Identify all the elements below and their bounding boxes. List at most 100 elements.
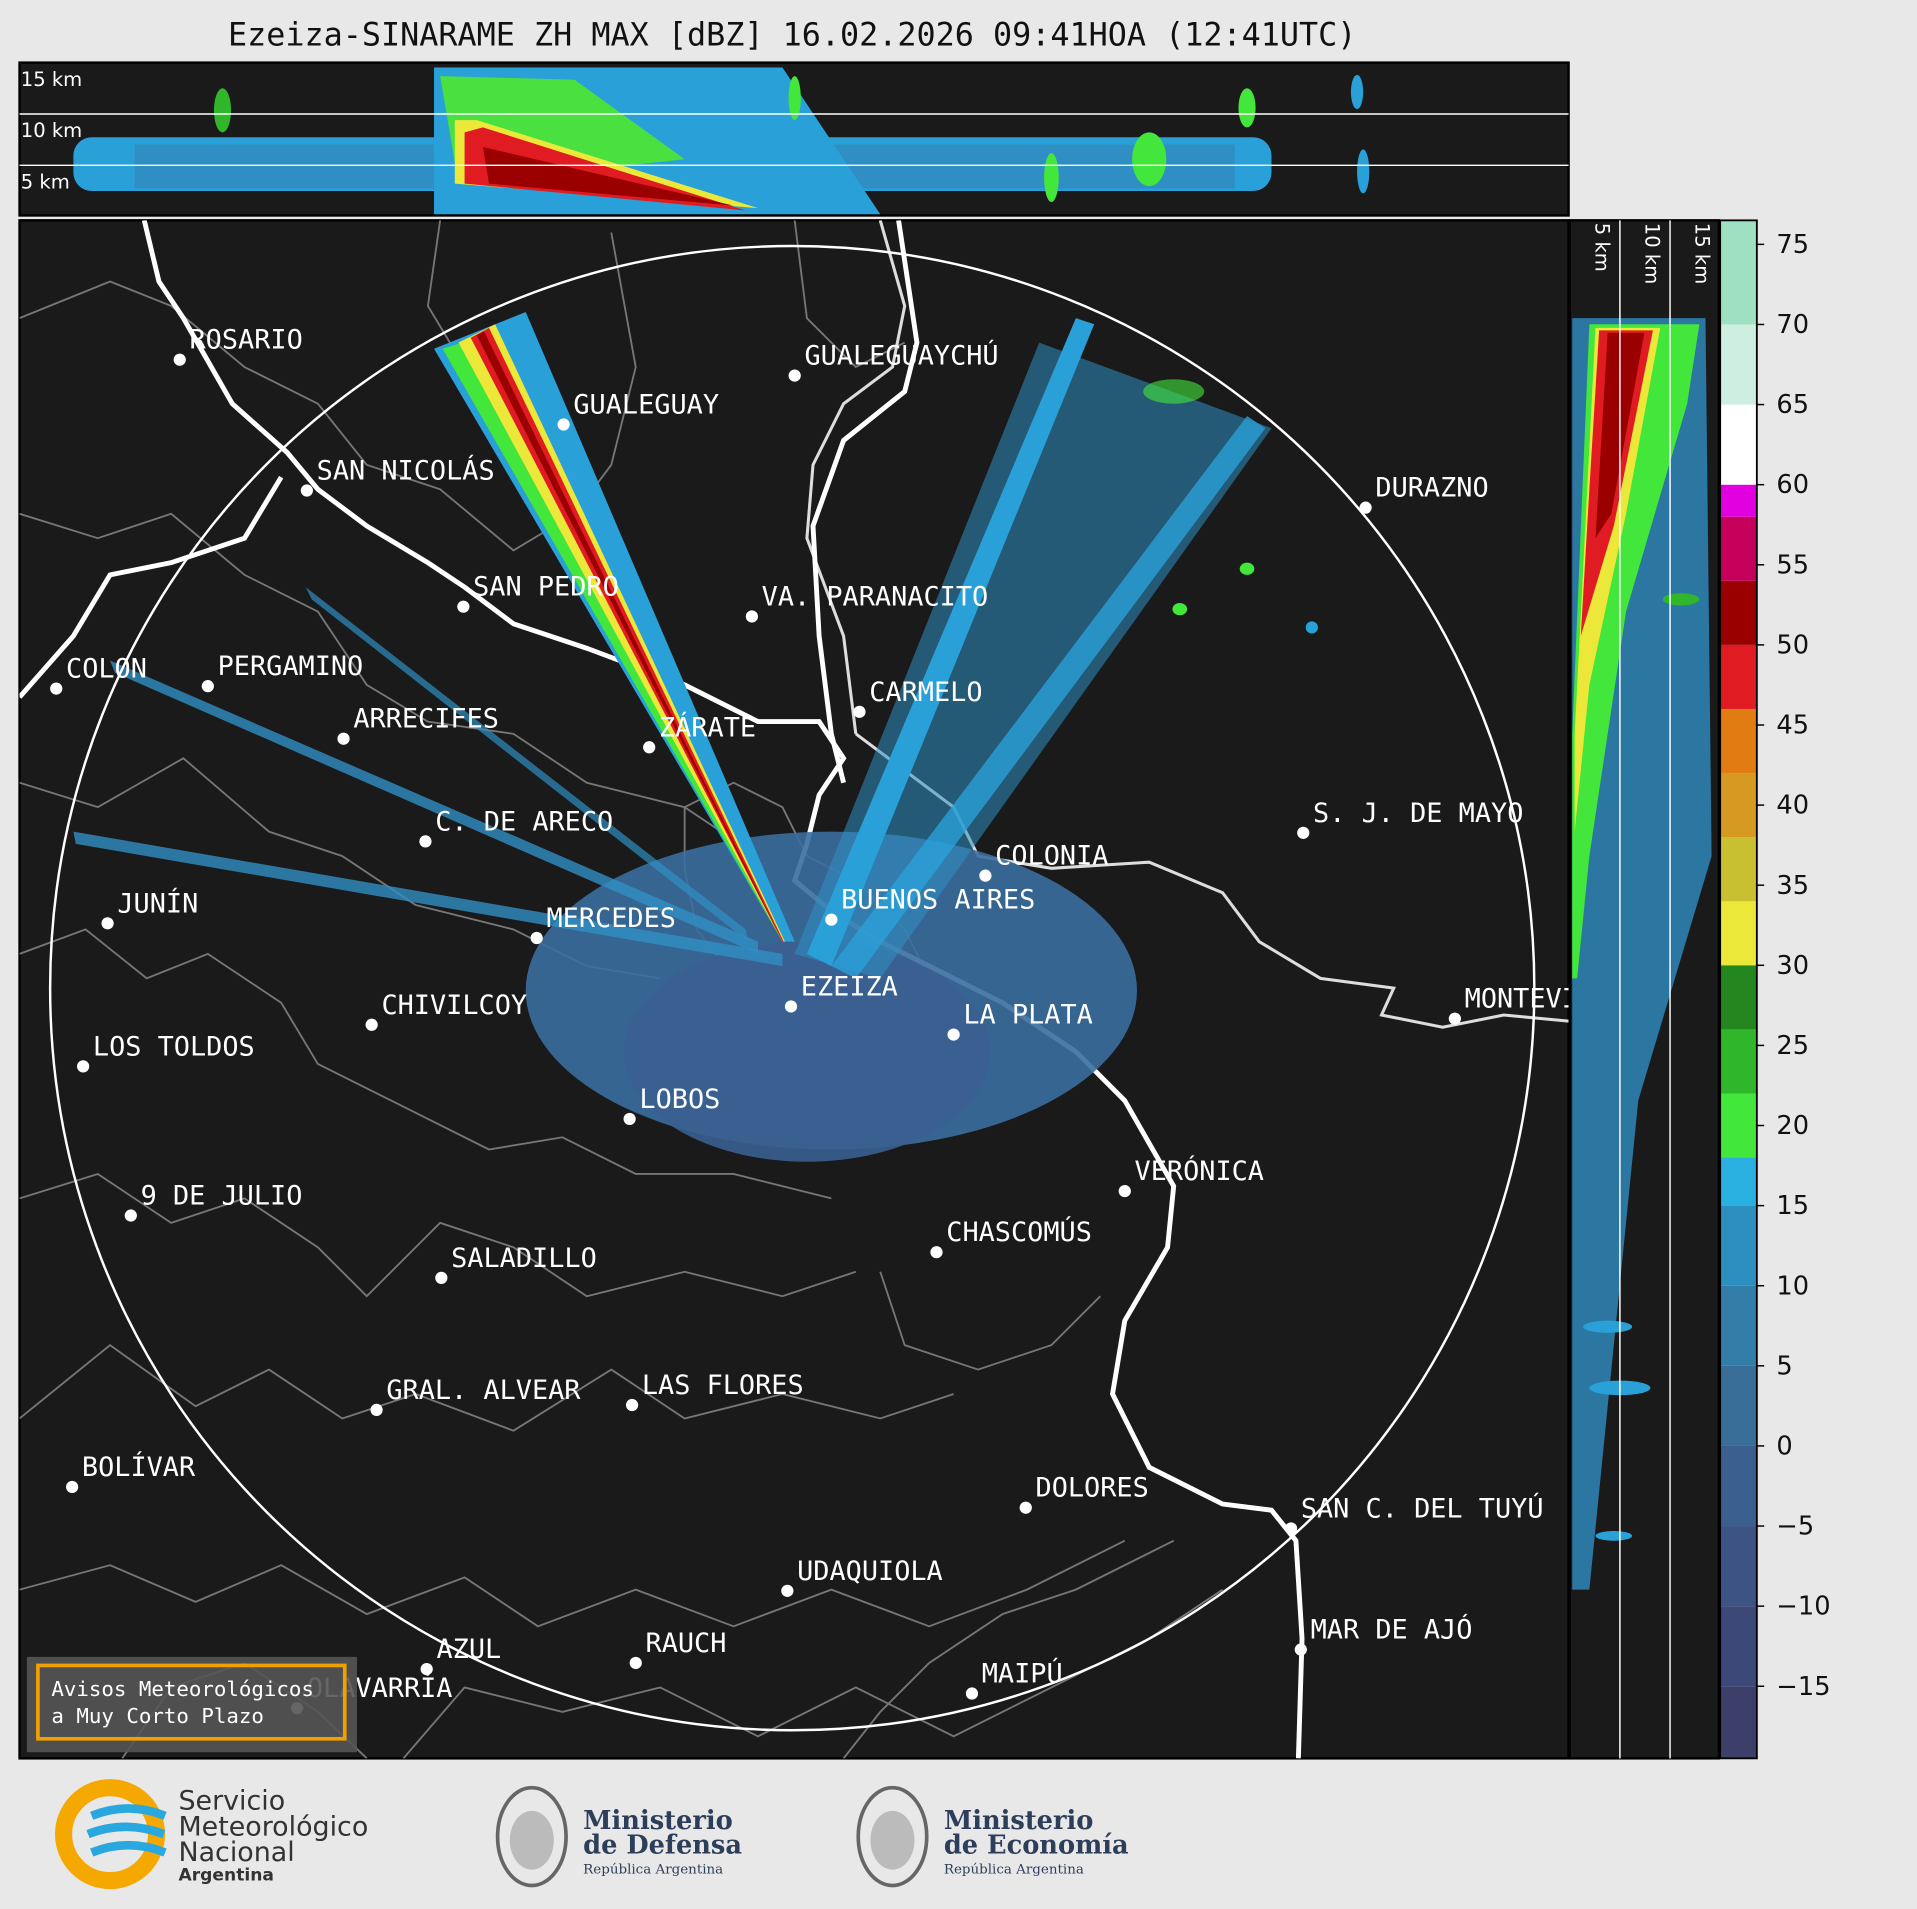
- city-dot: [557, 418, 570, 431]
- city-dot: [419, 835, 432, 848]
- colorbar-tick-label: −5: [1776, 1512, 1814, 1542]
- colorbar-band: [1720, 1606, 1757, 1687]
- city-dot: [50, 682, 63, 695]
- defensa-logo: Ministerio de Defensa República Argentin…: [495, 1785, 742, 1888]
- city-label: DOLORES: [1036, 1473, 1149, 1504]
- smn-logo: Servicio Meteorológico Nacional Argentin…: [55, 1779, 368, 1890]
- city-label: GUALEGUAYCHÚ: [804, 340, 998, 372]
- city-label: JUNÍN: [117, 887, 198, 919]
- warning-text: Avisos Meteorológicos: [51, 1677, 314, 1701]
- city-label: MERCEDES: [546, 903, 675, 934]
- colorbar-band: [1720, 1205, 1757, 1286]
- logo-text: de Defensa: [583, 1831, 742, 1861]
- city-label: C. DE ARECO: [435, 806, 613, 837]
- colorbar-band: [1720, 837, 1757, 902]
- city-label: ROSARIO: [189, 325, 302, 356]
- city-dot: [965, 1687, 979, 1700]
- city-dot: [66, 1480, 79, 1494]
- city-label: VA. PARANACITO: [762, 581, 989, 612]
- colorbar-band: [1720, 1445, 1757, 1527]
- city-label: SAN C. DEL TUYÚ: [1301, 1492, 1544, 1524]
- height-label: 10 km: [21, 119, 82, 142]
- colorbar-band: [1720, 708, 1757, 774]
- colorbar-band: [1720, 580, 1757, 645]
- city-label: SAN NICOLÁS: [317, 455, 495, 487]
- colorbar-tick-label: 5: [1776, 1351, 1792, 1381]
- colorbar-tick-label: 20: [1776, 1111, 1809, 1141]
- city-dot: [788, 369, 801, 382]
- logo-text: Meteorológico: [178, 1811, 368, 1842]
- city-label: SALADILLO: [451, 1243, 597, 1274]
- city-label: GRAL. ALVEAR: [386, 1375, 581, 1406]
- colorbar-tick-label: 15: [1776, 1191, 1809, 1221]
- colorbar-band: [1720, 1285, 1757, 1366]
- city-dot: [643, 741, 656, 754]
- city-dot: [625, 1398, 639, 1412]
- city-dot: [370, 1403, 383, 1417]
- city-label: VERÓNICA: [1135, 1155, 1264, 1187]
- colorbar-tick-label: 25: [1776, 1031, 1809, 1061]
- city-label: LOS TOLDOS: [93, 1031, 255, 1062]
- city-dot: [101, 917, 114, 930]
- colorbar-tick-label: 55: [1776, 550, 1809, 580]
- city-label: LOBOS: [639, 1084, 720, 1115]
- city-dot: [784, 1000, 798, 1013]
- colorbar-band: [1720, 220, 1757, 325]
- city-dot: [623, 1112, 636, 1126]
- colorbar-tick-label: 65: [1776, 390, 1809, 420]
- city-dot: [853, 705, 866, 718]
- city-label: COLON: [66, 654, 147, 685]
- city-dot: [530, 931, 543, 945]
- city-label: GUALEGUAY: [573, 390, 719, 421]
- city-dot: [77, 1060, 90, 1073]
- city-label: 9 DE JULIO: [141, 1181, 303, 1212]
- city-label: SAN PEDRO: [473, 572, 619, 603]
- colorbar-tick-label: −10: [1776, 1592, 1830, 1622]
- warning-box: Avisos Meteorológicos a Muy Corto Plazo: [26, 1656, 357, 1753]
- colorbar-tick-label: 75: [1776, 230, 1809, 260]
- colorbar-band: [1720, 1093, 1757, 1158]
- range-ring: [48, 244, 1536, 1732]
- city-label: S. J. DE MAYO: [1313, 798, 1523, 829]
- map: ROSARIO GUALEGUAYCHÚ GUALEGUAY SAN NICOLÁS D…: [18, 219, 1627, 1760]
- logo-text: Ministerio: [583, 1806, 733, 1836]
- city-dot: [1118, 1184, 1131, 1198]
- colorbar-band: [1720, 324, 1757, 405]
- colorbar-band: [1720, 1157, 1757, 1206]
- height-label: 5 km: [1590, 223, 1613, 272]
- title: Ezeiza-SINARAME ZH MAX [dBZ] 16.02.2026 …: [228, 18, 1356, 54]
- city-dot: [825, 913, 838, 926]
- height-label: 15 km: [1691, 223, 1714, 284]
- economia-logo: Ministerio de Economía República Argenti…: [856, 1785, 1129, 1888]
- colorbar-band: [1720, 1029, 1757, 1094]
- city-label: ARRECIFES: [353, 704, 499, 735]
- colorbar-band: [1720, 516, 1757, 581]
- colorbar-tick-label: 0: [1776, 1431, 1792, 1461]
- city-dot: [1019, 1501, 1032, 1514]
- city-label: MONTEVIDEO: [1465, 984, 1627, 1015]
- height-label: 10 km: [1641, 223, 1664, 284]
- colorbar-tick-label: 30: [1776, 951, 1809, 981]
- city-dot: [781, 1584, 794, 1597]
- footer: Servicio Meteorológico Nacional Argentin…: [55, 1779, 1129, 1890]
- city-dot: [435, 1271, 448, 1284]
- city-label: CHIVILCOY: [381, 990, 527, 1021]
- city-dot: [300, 484, 313, 497]
- city-dot: [365, 1018, 378, 1031]
- radar-echo: [73, 312, 1318, 1162]
- city-label: ZÁRATE: [659, 711, 756, 743]
- logo-text: Ministerio: [944, 1806, 1094, 1836]
- colorbar-band: [1720, 773, 1757, 838]
- colorbar-band: [1720, 1686, 1757, 1759]
- city-dot: [1297, 826, 1310, 839]
- city-dot: [1294, 1643, 1307, 1656]
- city-label: LA PLATA: [963, 1000, 1092, 1031]
- colorbar-tick-label: 60: [1776, 470, 1809, 500]
- logo-text: República Argentina: [583, 1862, 723, 1877]
- colorbar-band: [1720, 484, 1757, 517]
- colorbar-tick-label: 40: [1776, 791, 1809, 821]
- logo-text: Servicio: [178, 1786, 285, 1817]
- city-dot: [457, 600, 470, 613]
- city-dot: [201, 680, 214, 693]
